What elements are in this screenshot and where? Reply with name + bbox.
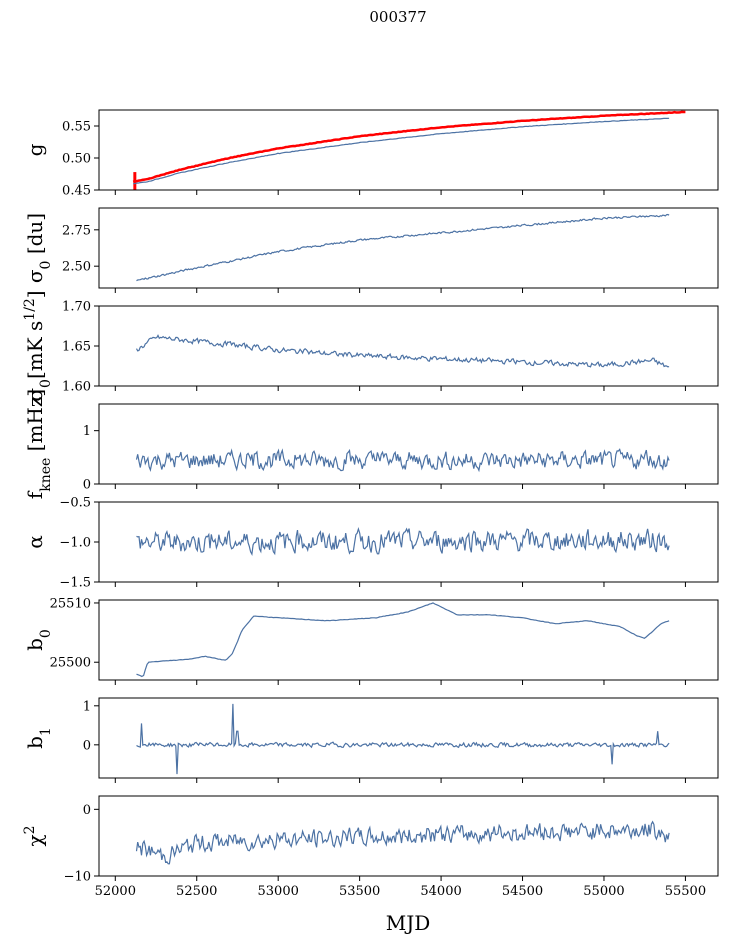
panel-sigma0_du: 2.50 2.75 σ0 [du] (23, 207, 719, 293)
panel-fknee: 0 1 fknee [mHz] (23, 389, 719, 499)
series-chi2-data (135, 820, 670, 865)
y-tick-label-sigma0_du: 2.75 (62, 223, 91, 238)
y-axis-label-sigma0_mk: σ0[mK s1/2] (22, 290, 54, 401)
y-tick-label-b0: 25500 (50, 656, 91, 671)
panel-b0: 25500 25510 b0 (23, 596, 719, 685)
x-tick-label: 55000 (583, 884, 624, 899)
series-sigma0_du-data (136, 213, 670, 282)
y-tick-label-alpha: −1.0 (59, 536, 91, 551)
axes-frame-g (98, 109, 719, 191)
x-tick-label: 55500 (665, 884, 706, 899)
axes-frame-b0 (98, 599, 719, 681)
x-tick-label: 52500 (176, 884, 217, 899)
figure-title: 000377 (369, 8, 426, 26)
y-axis-label-g: g (23, 143, 47, 156)
x-tick-label: 53500 (339, 884, 380, 899)
panel-chi2: −10 0 χ2 52000 52500 53000 53500 54000 54500 5500… (22, 795, 719, 899)
series-g-fit (132, 110, 686, 183)
panel-sigma0_mk: 1.60 1.65 1.70 σ0[mK s1/2] (22, 290, 719, 402)
y-axis-label-chi2: χ2 (22, 825, 47, 846)
panel-g: 0.45 0.50 0.55 g (23, 109, 719, 199)
axes-frame-sigma0_mk (98, 305, 719, 387)
axes-frame-sigma0_du (98, 207, 719, 289)
y-tick-label-alpha: −0.5 (59, 496, 91, 511)
y-axis-label-b1: b1 (23, 727, 54, 749)
panel-b1: 0 1 b1 (23, 697, 719, 783)
series-sigma0_mk-data (135, 334, 670, 368)
series-fknee-data (135, 448, 670, 473)
y-tick-label-g: 0.50 (62, 152, 91, 167)
y-axis-label-fknee: fknee [mHz] (23, 389, 54, 499)
y-tick-label-b0: 25510 (50, 596, 91, 611)
axes-frame-b1 (98, 697, 719, 779)
y-tick-label-sigma0_du: 2.50 (62, 260, 91, 275)
x-axis-label: MJD (386, 911, 431, 935)
y-tick-label-fknee: 1 (83, 424, 91, 439)
y-tick-label-alpha: −1.5 (59, 576, 91, 591)
axes-frame-chi2 (98, 795, 719, 877)
y-tick-label-b1: 1 (83, 699, 91, 714)
y-axis-label-alpha: α (23, 535, 47, 549)
x-tick-label: 54500 (502, 884, 543, 899)
panels: 0.45 0.50 0.55 g 2.50 2.75 σ0 [du] 1.60 1.65 1.70… (22, 109, 719, 899)
y-axis-label-sigma0_du: σ0 [du] (23, 213, 54, 283)
x-tick-label: 53000 (258, 884, 299, 899)
series-b0-data (136, 602, 670, 678)
y-tick-label-chi2: −10 (64, 870, 91, 885)
series-g-data (133, 117, 670, 185)
x-tick-label: 52000 (95, 884, 136, 899)
y-tick-label-g: 0.45 (62, 184, 91, 199)
y-tick-label-sigma0_mk: 1.65 (62, 340, 91, 355)
series-alpha-data (136, 526, 670, 556)
y-tick-label-b1: 0 (83, 738, 91, 753)
series-b1-data (136, 703, 670, 775)
panel-alpha: −1.5 −1.0 −0.5 α (23, 496, 719, 591)
x-tick-label: 54000 (420, 884, 461, 899)
y-tick-label-sigma0_mk: 1.60 (62, 380, 91, 395)
y-tick-label-sigma0_mk: 1.70 (62, 300, 91, 315)
y-tick-label-g: 0.55 (62, 120, 91, 135)
axes-frame-fknee (98, 403, 719, 485)
y-tick-label-chi2: 0 (83, 803, 91, 818)
y-axis-label-b0: b0 (23, 629, 54, 651)
y-tick-label-fknee: 0 (83, 478, 91, 493)
